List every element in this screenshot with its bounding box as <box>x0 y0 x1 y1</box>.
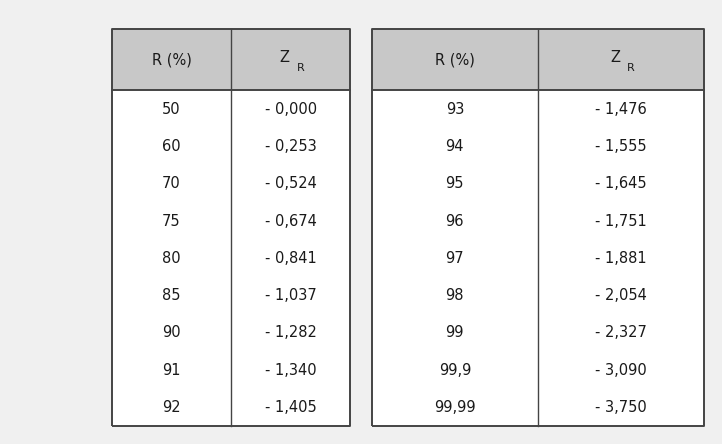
Text: - 1,645: - 1,645 <box>595 176 647 191</box>
Text: 93: 93 <box>445 102 464 117</box>
Text: 85: 85 <box>162 288 180 303</box>
Text: - 1,555: - 1,555 <box>595 139 647 154</box>
Text: 96: 96 <box>445 214 464 229</box>
Text: - 0,674: - 0,674 <box>265 214 316 229</box>
Text: - 0,253: - 0,253 <box>265 139 316 154</box>
Text: 98: 98 <box>445 288 464 303</box>
Text: - 1,037: - 1,037 <box>265 288 316 303</box>
Text: - 1,881: - 1,881 <box>595 251 647 266</box>
Text: - 0,841: - 0,841 <box>265 251 316 266</box>
Text: - 0,000: - 0,000 <box>264 102 317 117</box>
Text: R: R <box>297 63 305 73</box>
Text: Z: Z <box>280 50 290 65</box>
Text: 60: 60 <box>162 139 180 154</box>
Text: 95: 95 <box>445 176 464 191</box>
Text: - 2,327: - 2,327 <box>595 325 647 341</box>
Text: 99,99: 99,99 <box>434 400 476 415</box>
Text: 75: 75 <box>162 214 180 229</box>
Text: 80: 80 <box>162 251 180 266</box>
Text: - 1,282: - 1,282 <box>265 325 316 341</box>
Text: 91: 91 <box>162 363 180 378</box>
Text: R: R <box>627 63 635 73</box>
Text: - 3,090: - 3,090 <box>595 363 647 378</box>
Text: 92: 92 <box>162 400 180 415</box>
Bar <box>372 29 704 91</box>
Text: 94: 94 <box>445 139 464 154</box>
Text: 99: 99 <box>445 325 464 341</box>
Text: R (%): R (%) <box>152 52 191 67</box>
Text: Z: Z <box>610 50 620 65</box>
Bar <box>112 91 350 426</box>
Text: 99,9: 99,9 <box>439 363 471 378</box>
Text: 70: 70 <box>162 176 180 191</box>
Text: - 2,054: - 2,054 <box>595 288 647 303</box>
Text: - 1,405: - 1,405 <box>265 400 316 415</box>
Text: R (%): R (%) <box>435 52 475 67</box>
Text: - 1,476: - 1,476 <box>595 102 647 117</box>
Bar <box>112 29 350 91</box>
Text: - 1,751: - 1,751 <box>595 214 647 229</box>
Bar <box>372 91 704 426</box>
Text: - 1,340: - 1,340 <box>265 363 316 378</box>
Text: - 0,524: - 0,524 <box>265 176 316 191</box>
Text: 90: 90 <box>162 325 180 341</box>
Text: 50: 50 <box>162 102 180 117</box>
Text: - 3,750: - 3,750 <box>595 400 647 415</box>
Text: 97: 97 <box>445 251 464 266</box>
